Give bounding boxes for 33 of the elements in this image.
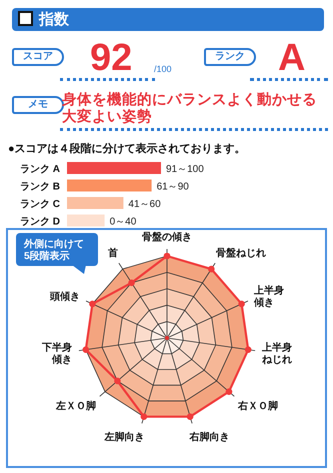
text: 外側に向けて 5段階表示 [23, 238, 84, 262]
spoke-label: 骨盤ねじれ [216, 247, 266, 260]
data-label: 0～40 [110, 216, 137, 228]
data-label: 41～60 [128, 199, 162, 210]
data-label: 61～90 [156, 182, 190, 192]
text: 身体を機能的にバランスよく動かせる大変よい姿勢 [62, 92, 318, 126]
spoke-label: 上半身傾き [252, 284, 284, 309]
text: 92 [90, 37, 132, 79]
spoke-label: 左ＸＯ脚 [54, 400, 96, 412]
text: メモ [28, 99, 48, 110]
text: A [278, 37, 306, 79]
text: /100 [154, 64, 172, 74]
chart-title: ●スコアは４段階に分けて表示されております。 [8, 142, 246, 155]
y-tick-label: ランク D [20, 216, 60, 228]
y-tick-label: ランク B [20, 182, 60, 192]
spoke-label: 下半身傾き [41, 342, 72, 366]
spoke-label: 上半身ねじれ [260, 342, 292, 366]
spoke-label: 首 [106, 247, 118, 260]
y-tick-label: ランク A [20, 164, 60, 175]
spoke-label: 左脚向き [103, 430, 144, 443]
text: 指数 [39, 11, 69, 28]
bar [67, 197, 124, 209]
text: スコア [12, 48, 64, 66]
bar [67, 214, 105, 226]
data-label: 91～100 [166, 164, 204, 175]
text: ランク [204, 48, 256, 66]
bar [67, 180, 152, 192]
spoke-label: 骨盤の傾き [142, 231, 192, 243]
y-tick-label: ランク C [20, 199, 60, 210]
spoke-label: 右脚向き [188, 430, 230, 443]
spoke-label: 右ＸＯ脚 [237, 400, 278, 412]
spoke-label: 頭傾き [49, 290, 80, 303]
bar [67, 162, 161, 174]
